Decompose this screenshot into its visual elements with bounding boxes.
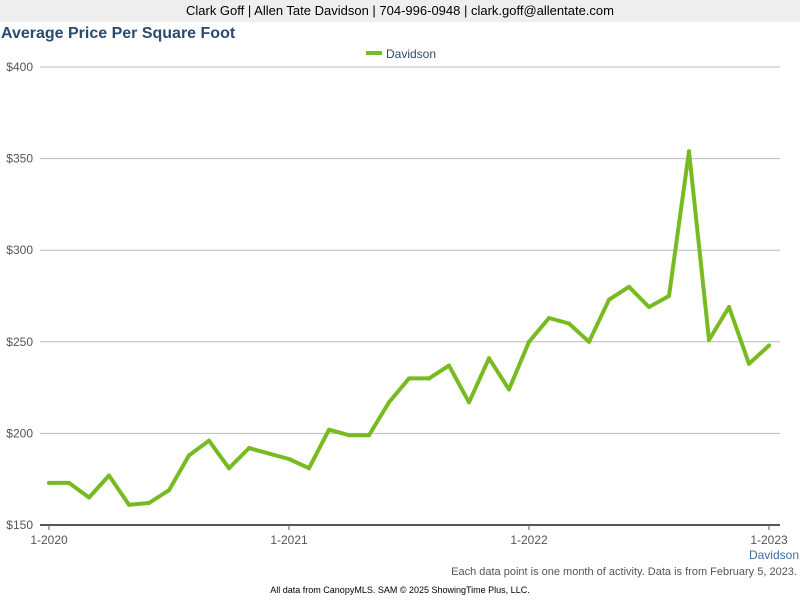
data-point (247, 446, 251, 451)
data-point (507, 387, 511, 392)
data-point (187, 453, 191, 458)
data-point (607, 297, 611, 302)
data-point (287, 457, 291, 462)
data-point (387, 400, 391, 405)
data-point (487, 356, 491, 361)
data-point (47, 480, 51, 485)
data-point (767, 343, 771, 348)
data-point (127, 502, 131, 507)
data-point (367, 433, 371, 438)
data-point (407, 376, 411, 381)
data-point (327, 427, 331, 432)
y-tick-label: $300 (6, 243, 33, 257)
data-point (727, 304, 731, 309)
data-point (547, 315, 551, 320)
data-point (427, 376, 431, 381)
x-tick-label: 1-2021 (270, 533, 308, 547)
data-point (747, 361, 751, 366)
data-point (87, 495, 91, 500)
x-tick-label: 1-2020 (30, 533, 68, 547)
data-point (107, 473, 111, 478)
legend-label: Davidson (386, 47, 436, 61)
y-tick-label: $350 (6, 152, 33, 166)
data-point (67, 480, 71, 485)
data-source: All data from CanopyMLS. SAM © 2025 Show… (270, 585, 530, 595)
data-point (587, 339, 591, 344)
data-point (227, 466, 231, 471)
x-tick-label: 1-2023 (750, 533, 788, 547)
data-point (527, 339, 531, 344)
data-point (167, 488, 171, 493)
y-tick-label: $400 (6, 60, 33, 74)
data-point (567, 321, 571, 326)
data-point (267, 451, 271, 456)
data-point (347, 433, 351, 438)
data-point (307, 466, 311, 471)
data-point (667, 294, 671, 298)
data-note: Each data point is one month of activity… (451, 566, 797, 578)
data-point (627, 284, 631, 289)
data-point (687, 149, 691, 154)
data-point (647, 304, 651, 309)
data-point (147, 501, 151, 506)
contact-header: Clark Goff | Allen Tate Davidson | 704-9… (0, 0, 800, 22)
area-label: Davidson (748, 548, 799, 562)
y-tick-label: $250 (6, 335, 33, 349)
data-point (707, 337, 711, 342)
x-tick-label: 1-2022 (510, 533, 548, 547)
data-point (467, 400, 471, 405)
data-point (447, 363, 451, 368)
data-point (207, 438, 211, 443)
y-tick-label: $150 (6, 518, 33, 532)
chart-title: Average Price Per Square Foot (1, 25, 236, 42)
y-tick-label: $200 (6, 426, 33, 440)
series-line-davidson (47, 149, 771, 507)
